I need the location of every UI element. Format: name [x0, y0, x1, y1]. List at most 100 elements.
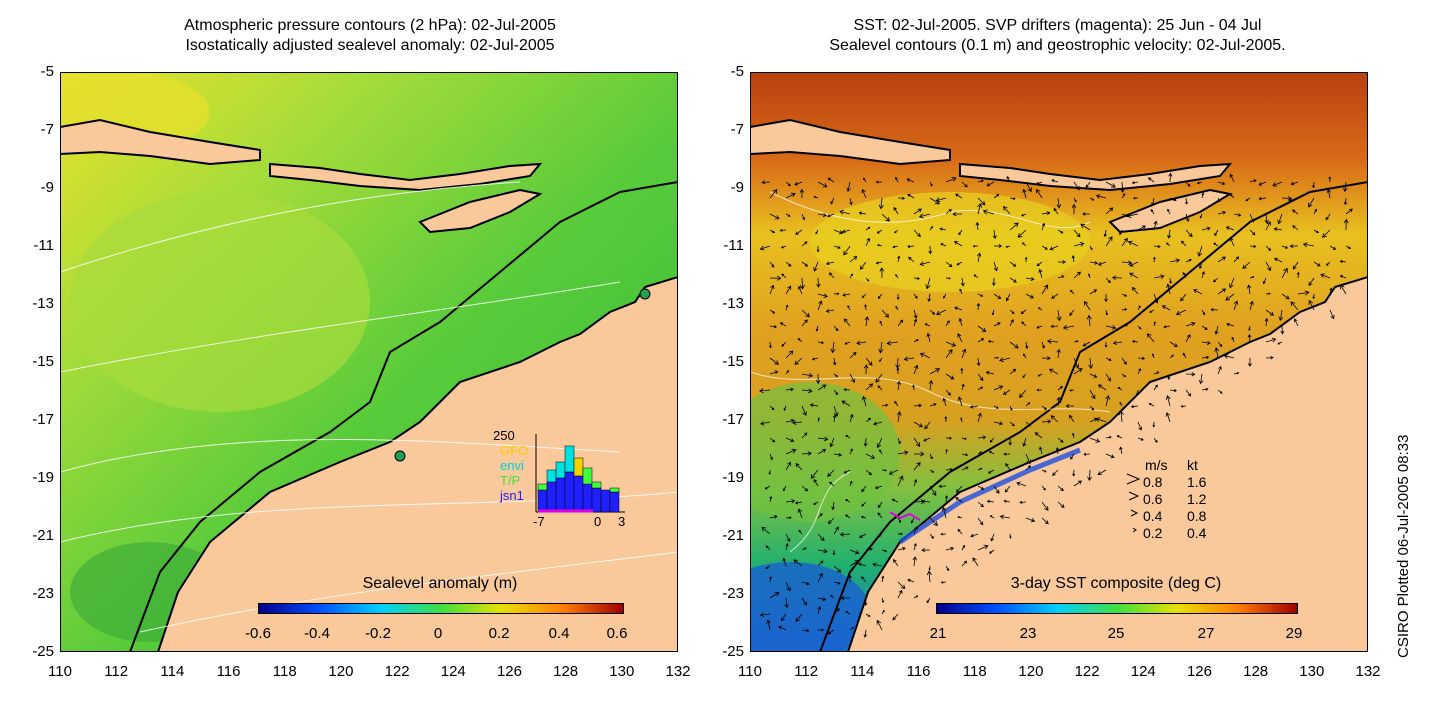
velocity-arrow — [1105, 309, 1109, 316]
velocity-arrow — [1225, 226, 1235, 231]
velocity-arrow — [945, 546, 955, 551]
velocity-arrow — [1024, 256, 1028, 263]
velocity-arrow — [1121, 324, 1128, 327]
velocity-arrow — [877, 512, 883, 519]
velocity-arrow — [945, 277, 951, 280]
velocity-arrow — [1025, 181, 1032, 193]
velocity-arrow — [815, 229, 819, 235]
velocity-arrow — [769, 357, 780, 365]
velocity-arrow — [954, 306, 963, 311]
velocity-arrow — [1292, 261, 1299, 270]
velocity-arrow — [1132, 196, 1139, 200]
velocity-arrow — [1217, 181, 1226, 186]
velocity-arrow — [913, 421, 923, 428]
velocity-arrow — [1121, 237, 1128, 247]
right-sealevel-contours — [750, 191, 1111, 553]
speed-legend-ms: 0.2 — [1143, 525, 1163, 541]
velocity-arrow — [1073, 242, 1085, 247]
velocity-arrow — [960, 417, 963, 423]
right-java-land — [750, 118, 951, 166]
velocity-arrow — [1056, 396, 1061, 407]
velocity-arrow — [1264, 317, 1269, 327]
velocity-arrow — [817, 417, 820, 423]
velocity-arrow — [833, 389, 838, 396]
velocity-arrow — [913, 309, 918, 319]
velocity-arrow — [785, 261, 792, 267]
velocity-arrow — [1119, 446, 1123, 455]
velocity-arrow — [1121, 308, 1128, 311]
velocity-arrow — [972, 557, 979, 567]
velocity-arrow — [817, 436, 829, 442]
velocity-arrow — [1095, 417, 1107, 423]
velocity-arrow — [759, 612, 771, 618]
velocity-arrow — [1057, 485, 1064, 492]
right-x-tick-label: 128 — [1243, 663, 1269, 680]
right-x-tick-label: 112 — [794, 663, 819, 680]
velocity-arrow — [1312, 181, 1316, 189]
left-x-tick-label: 130 — [609, 663, 635, 680]
velocity-arrow — [929, 453, 933, 460]
left-colorbar-tick: -0.4 — [304, 625, 330, 642]
velocity-arrow — [1003, 452, 1011, 456]
velocity-arrow — [1290, 181, 1299, 186]
velocity-arrow — [881, 469, 887, 472]
right-timor-land — [1108, 188, 1233, 234]
right-australia-land — [846, 275, 1368, 652]
velocity-arrow — [795, 613, 803, 622]
velocity-arrow — [1104, 342, 1108, 348]
velocity-arrow — [1016, 481, 1027, 487]
velocity-arrow — [975, 221, 980, 231]
velocity-arrow — [872, 562, 883, 567]
velocity-arrow — [1005, 245, 1011, 248]
velocity-arrow — [1083, 452, 1091, 456]
left-x-tick-label: 124 — [440, 663, 466, 680]
velocity-arrow — [1153, 274, 1165, 279]
velocity-arrow — [833, 405, 839, 417]
velocity-arrow — [1022, 242, 1027, 247]
left-y-tick-label: -13 — [32, 295, 54, 312]
velocity-arrow — [906, 178, 915, 183]
velocity-arrow — [1002, 389, 1011, 395]
velocity-arrow — [827, 517, 835, 524]
velocity-arrow — [1056, 348, 1061, 359]
velocity-arrow — [929, 368, 941, 375]
velocity-arrow — [961, 466, 969, 471]
velocity-arrow — [957, 528, 963, 535]
velocity-arrow — [1148, 403, 1155, 407]
velocity-arrow — [945, 467, 954, 472]
velocity-arrow — [848, 574, 852, 583]
velocity-arrow — [1095, 194, 1107, 199]
left-title: Atmospheric pressure contours (2 hPa): 0… — [60, 16, 680, 56]
velocity-arrow — [761, 526, 771, 535]
velocity-arrow — [1198, 261, 1203, 270]
velocity-arrow — [1146, 333, 1155, 343]
velocity-arrow — [1120, 181, 1125, 193]
velocity-arrow — [817, 628, 825, 632]
velocity-arrow — [977, 467, 983, 471]
velocity-arrow — [1297, 290, 1310, 296]
velocity-arrow — [1217, 210, 1227, 215]
velocity-arrow — [977, 386, 984, 391]
velocity-arrow — [801, 309, 810, 318]
velocity-arrow — [875, 180, 883, 184]
velocity-arrow — [903, 356, 915, 362]
left-colorbar-tick: 0 — [433, 625, 443, 642]
velocity-arrow — [1281, 267, 1288, 279]
velocity-arrow — [1153, 220, 1158, 231]
velocity-arrow — [895, 274, 899, 279]
right-y-tick-label: -21 — [722, 527, 744, 544]
velocity-arrow — [961, 383, 965, 391]
velocity-arrow — [874, 485, 883, 490]
velocity-arrow — [942, 397, 947, 407]
right-map-frame — [750, 72, 1368, 652]
velocity-arrow — [977, 544, 989, 551]
velocity-arrow — [797, 508, 803, 519]
velocity-arrow — [1083, 300, 1091, 311]
velocity-arrow — [1089, 389, 1096, 400]
velocity-arrow — [1105, 277, 1111, 284]
velocity-arrow — [953, 241, 963, 247]
velocity-arrow — [1308, 277, 1315, 287]
velocity-arrow — [864, 316, 870, 327]
right-lesser-sunda-land — [959, 162, 1233, 192]
velocity-arrow — [1180, 404, 1187, 408]
